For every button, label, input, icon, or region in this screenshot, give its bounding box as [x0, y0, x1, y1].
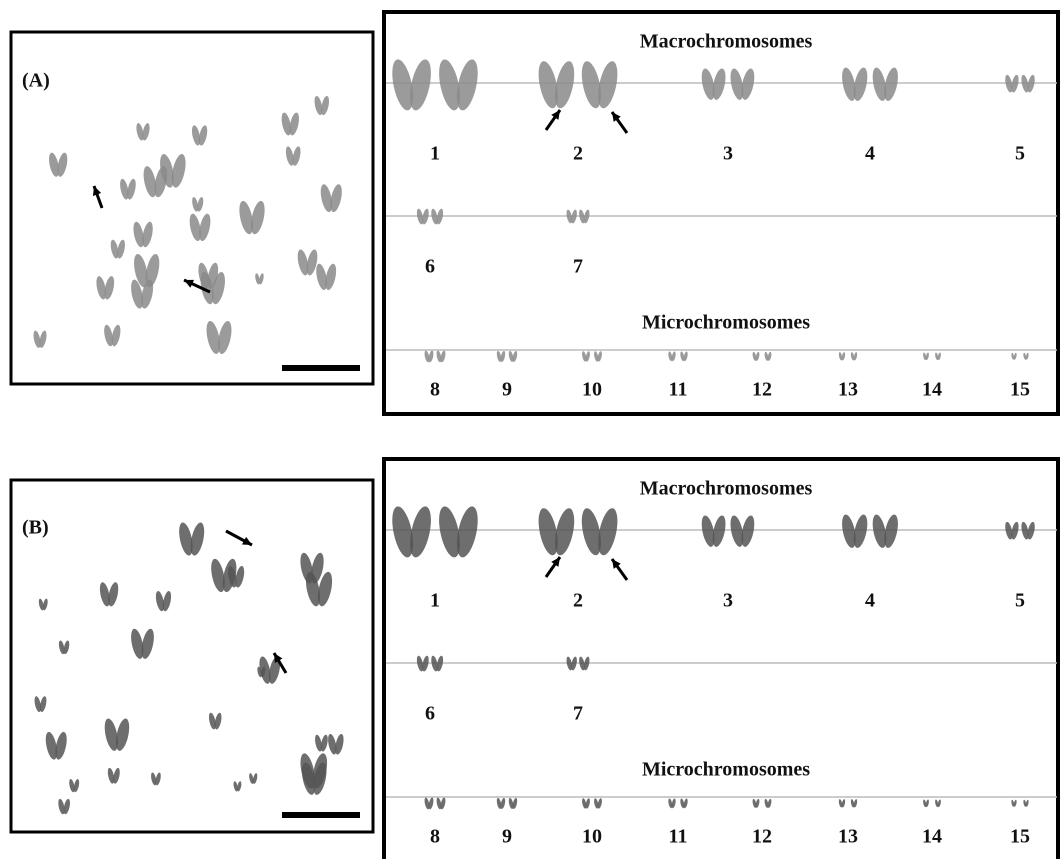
- chromosome-number: 4: [865, 143, 875, 165]
- micro-title: Microchromosomes: [642, 759, 810, 781]
- chromosome-number: 4: [865, 590, 875, 612]
- chromosome-number: 11: [669, 379, 688, 401]
- macro-title: Macrochromosomes: [640, 478, 813, 500]
- chromosome-number: 11: [669, 826, 688, 848]
- chromosome-number: 5: [1015, 590, 1025, 612]
- chromosome-number: 13: [838, 379, 858, 401]
- chromosome-number: 10: [582, 379, 602, 401]
- chromosome-number: 6: [425, 256, 435, 278]
- chromosome-number: 2: [573, 590, 583, 612]
- chromosome-number: 10: [582, 826, 602, 848]
- chromosome-number: 12: [752, 826, 772, 848]
- chromosome-number: 13: [838, 826, 858, 848]
- macro-title: Macrochromosomes: [640, 31, 813, 53]
- metaphase-image: (B): [11, 480, 373, 832]
- chromosome-number: 7: [573, 703, 583, 725]
- chromosome-number: 7: [573, 256, 583, 278]
- chromosome-number: 12: [752, 379, 772, 401]
- chromosome-number: 9: [502, 379, 512, 401]
- chromosome-number: 3: [723, 590, 733, 612]
- chromosome-number: 3: [723, 143, 733, 165]
- chromosome-number: 1: [430, 590, 440, 612]
- chromosome-number: 1: [430, 143, 440, 165]
- chromosome-number: 5: [1015, 143, 1025, 165]
- chromosome-number: 15: [1010, 826, 1030, 848]
- chromosome-number: 15: [1010, 379, 1030, 401]
- chromosome-number: 8: [430, 826, 440, 848]
- figure: (A)MacrochromosomesMicrochromosomes12345…: [0, 0, 1061, 859]
- panel-label: (A): [22, 70, 50, 92]
- chromosome-number: 2: [573, 143, 583, 165]
- panel-label: (B): [22, 517, 49, 539]
- image-frame: [11, 32, 373, 384]
- metaphase-image: (A): [11, 32, 373, 384]
- chromosome-number: 6: [425, 703, 435, 725]
- chromosome-number: 14: [922, 379, 942, 401]
- micro-title: Microchromosomes: [642, 312, 810, 334]
- chromosome-number: 14: [922, 826, 942, 848]
- chromosome-number: 9: [502, 826, 512, 848]
- chromosome-number: 8: [430, 379, 440, 401]
